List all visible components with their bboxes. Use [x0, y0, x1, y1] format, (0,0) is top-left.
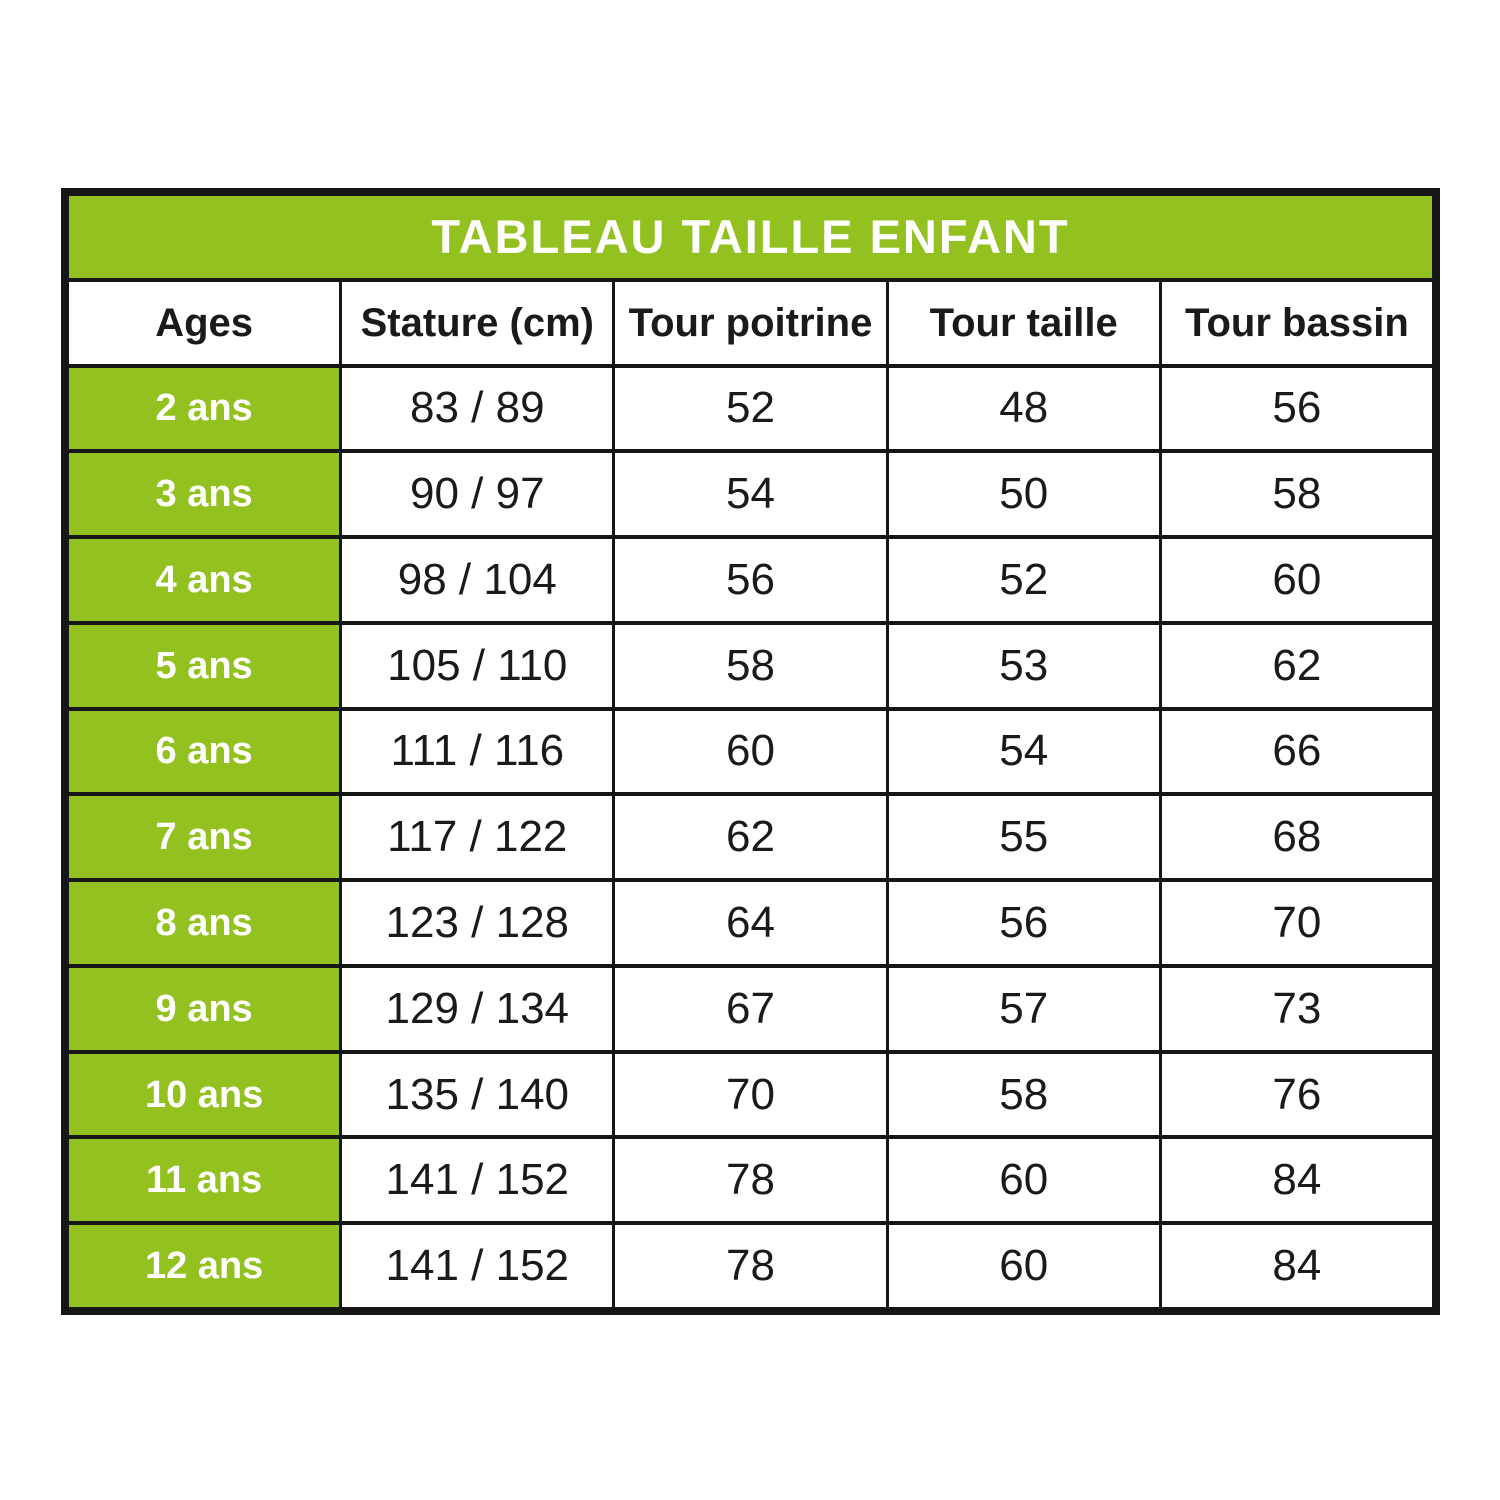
header-cell-ages: Ages: [69, 281, 340, 364]
taille-cell: 56: [888, 882, 1159, 964]
bassin-cell: 76: [1161, 1053, 1432, 1136]
taille-cell: 60: [888, 1225, 1159, 1307]
stature-cell: 90 / 97: [342, 453, 613, 536]
age-cell: 4 ans: [69, 539, 340, 621]
age-cell: 3 ans: [69, 453, 340, 536]
bassin-cell: 68: [1161, 796, 1432, 879]
stature-cell: 135 / 140: [342, 1053, 613, 1136]
taille-cell: 48: [888, 367, 1159, 450]
header-cell-stature: Stature (cm): [342, 281, 613, 364]
poitrine-cell: 54: [615, 453, 886, 536]
poitrine-cell: 78: [615, 1225, 886, 1307]
stature-cell: 98 / 104: [342, 539, 613, 621]
stature-cell: 129 / 134: [342, 967, 613, 1050]
taille-cell: 58: [888, 1053, 1159, 1136]
poitrine-cell: 52: [615, 367, 886, 450]
bassin-cell: 66: [1161, 710, 1432, 793]
age-cell: 11 ans: [69, 1139, 340, 1222]
stature-cell: 83 / 89: [342, 367, 613, 450]
table-title: TABLEAU TAILLE ENFANT: [69, 196, 1432, 278]
stature-cell: 141 / 152: [342, 1139, 613, 1222]
age-cell: 2 ans: [69, 367, 340, 450]
bassin-cell: 60: [1161, 539, 1432, 621]
bassin-cell: 56: [1161, 367, 1432, 450]
taille-cell: 60: [888, 1139, 1159, 1222]
poitrine-cell: 78: [615, 1139, 886, 1222]
stature-cell: 123 / 128: [342, 882, 613, 964]
header-cell-tour-taille: Tour taille: [888, 281, 1159, 364]
poitrine-cell: 62: [615, 796, 886, 879]
taille-cell: 50: [888, 453, 1159, 536]
bassin-cell: 84: [1161, 1225, 1432, 1307]
age-cell: 12 ans: [69, 1225, 340, 1307]
poitrine-cell: 58: [615, 624, 886, 707]
poitrine-cell: 60: [615, 710, 886, 793]
bassin-cell: 58: [1161, 453, 1432, 536]
poitrine-cell: 70: [615, 1053, 886, 1136]
age-cell: 7 ans: [69, 796, 340, 879]
age-cell: 9 ans: [69, 967, 340, 1050]
stature-cell: 141 / 152: [342, 1225, 613, 1307]
poitrine-cell: 67: [615, 967, 886, 1050]
taille-cell: 57: [888, 967, 1159, 1050]
taille-cell: 55: [888, 796, 1159, 879]
age-cell: 6 ans: [69, 710, 340, 793]
stature-cell: 117 / 122: [342, 796, 613, 879]
taille-cell: 54: [888, 710, 1159, 793]
bassin-cell: 62: [1161, 624, 1432, 707]
header-cell-tour-poitrine: Tour poitrine: [615, 281, 886, 364]
age-cell: 8 ans: [69, 882, 340, 964]
bassin-cell: 73: [1161, 967, 1432, 1050]
age-cell: 5 ans: [69, 624, 340, 707]
bassin-cell: 84: [1161, 1139, 1432, 1222]
poitrine-cell: 64: [615, 882, 886, 964]
taille-cell: 52: [888, 539, 1159, 621]
bassin-cell: 70: [1161, 882, 1432, 964]
taille-cell: 53: [888, 624, 1159, 707]
stature-cell: 105 / 110: [342, 624, 613, 707]
age-cell: 10 ans: [69, 1053, 340, 1136]
poitrine-cell: 56: [615, 539, 886, 621]
header-cell-tour-bassin: Tour bassin: [1161, 281, 1432, 364]
stature-cell: 111 / 116: [342, 710, 613, 793]
child-size-table: TABLEAU TAILLE ENFANT Ages Stature (cm) …: [61, 188, 1440, 1315]
